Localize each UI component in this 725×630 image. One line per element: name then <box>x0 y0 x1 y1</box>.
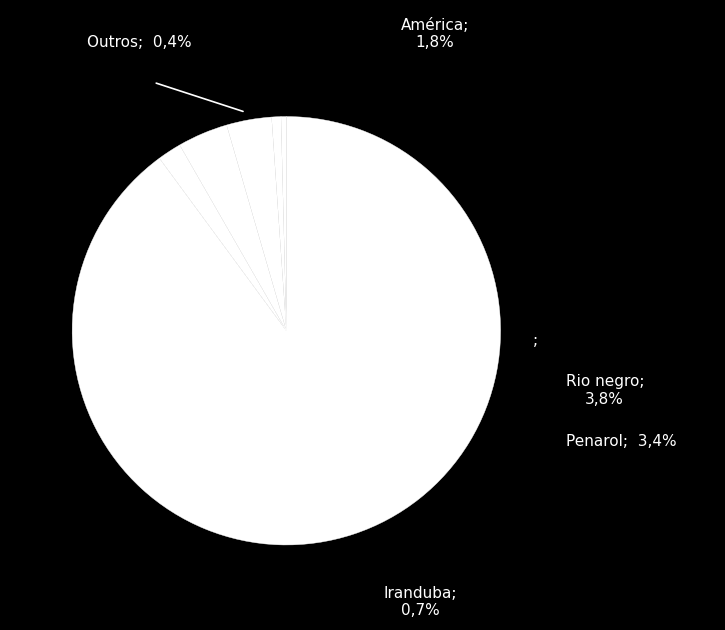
Wedge shape <box>180 125 286 331</box>
Wedge shape <box>272 117 286 331</box>
Wedge shape <box>281 117 286 331</box>
Text: Penarol;  3,4%: Penarol; 3,4% <box>566 433 676 449</box>
Wedge shape <box>160 145 286 331</box>
Wedge shape <box>72 117 500 545</box>
Text: Rio negro;
3,8%: Rio negro; 3,8% <box>566 374 644 407</box>
Text: Iranduba;
0,7%: Iranduba; 0,7% <box>384 586 457 618</box>
Wedge shape <box>227 117 286 331</box>
Text: Outros;  0,4%: Outros; 0,4% <box>87 35 191 50</box>
Text: ;: ; <box>533 333 538 348</box>
Text: América;
1,8%: América; 1,8% <box>401 18 469 50</box>
